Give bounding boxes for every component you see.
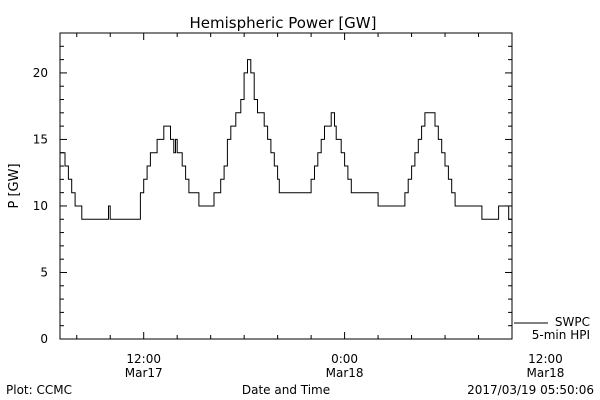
x-axis-label: Date and Time [242, 383, 330, 397]
series-line-swpc [60, 59, 513, 220]
legend: SWPC 5-min HPI [514, 315, 590, 342]
x-axis: 12:00Mar160:00Mar1712:00Mar170:00Mar1812… [76, 33, 565, 380]
series-layer [60, 59, 513, 220]
y-tick-label: 15 [33, 132, 48, 146]
x-tick-date-label: Mar18 [326, 366, 364, 380]
x-tick-date-label: Mar18 [527, 366, 565, 380]
x-tick-time-label: 0:00 [331, 352, 358, 366]
legend-label-hpi: 5-min HPI [532, 328, 590, 342]
chart-title: Hemispheric Power [GW] [190, 14, 377, 32]
legend-label-swpc: SWPC [555, 315, 590, 329]
y-tick-label: 10 [33, 199, 48, 213]
x-tick-time-label: 12:00 [126, 352, 161, 366]
y-tick-label: 0 [40, 332, 48, 346]
y-tick-label: 20 [33, 66, 48, 80]
x-tick-date-label: Mar17 [125, 366, 163, 380]
y-axis-label: P [GW] [7, 163, 22, 208]
plot-source-label: Plot: CCMC [6, 383, 72, 397]
timestamp-label: 2017/03/19 05:50:06 [467, 383, 594, 397]
y-tick-label: 5 [40, 265, 48, 279]
x-tick-time-label: 12:00 [528, 352, 563, 366]
y-axis: 0 5 10 15 20 [33, 32, 512, 346]
plot-frame [59, 32, 513, 340]
